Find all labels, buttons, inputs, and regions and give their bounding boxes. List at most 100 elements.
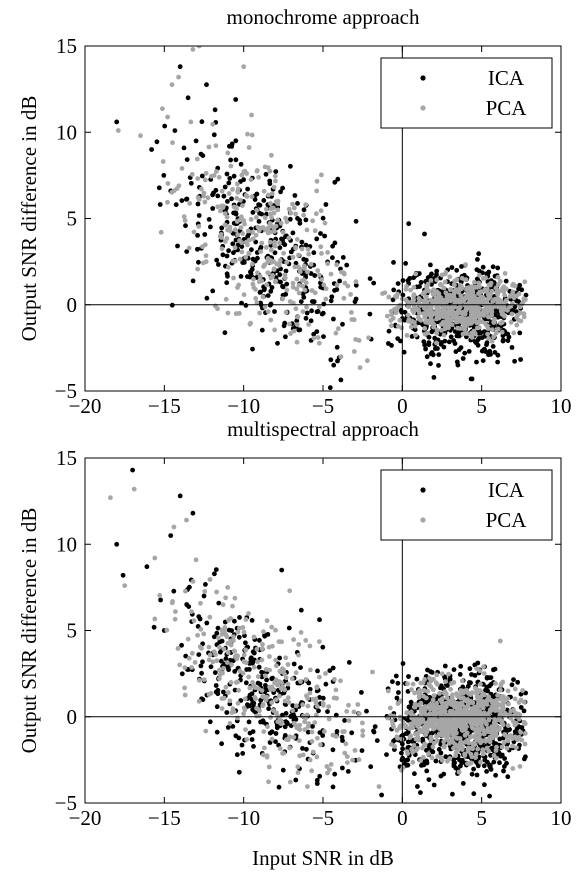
data-point-pca <box>434 308 440 314</box>
data-point-pca <box>306 322 311 327</box>
data-point-pca <box>518 318 524 324</box>
data-point-pca <box>415 723 420 729</box>
data-point-pca <box>481 313 487 318</box>
data-point-ica <box>399 750 404 756</box>
data-point-pca <box>250 261 255 267</box>
data-point-ica <box>275 340 280 346</box>
data-point-ica <box>177 64 183 70</box>
data-point-ica <box>195 201 201 207</box>
data-point-pca <box>341 729 347 734</box>
data-point-pca <box>426 751 431 757</box>
data-point-pca <box>465 738 471 743</box>
data-point-pca <box>307 643 313 649</box>
chart-panel-2: multispectral approach −20 −15 −10 −5 0 5 10 −5 0… <box>17 417 572 870</box>
data-point-pca <box>250 236 256 242</box>
data-point-pca <box>328 271 334 277</box>
data-point-pca <box>495 326 501 332</box>
data-point-ica <box>256 219 262 224</box>
data-point-pca <box>253 287 258 292</box>
data-point-pca <box>478 681 483 687</box>
data-point-pca <box>344 754 350 759</box>
data-point-pca <box>260 294 266 300</box>
data-point-pca <box>452 282 457 288</box>
data-point-ica <box>233 138 239 144</box>
data-point-ica <box>222 330 228 336</box>
data-point-ica <box>251 700 257 706</box>
data-point-pca <box>418 707 424 713</box>
data-point-pca <box>356 711 362 716</box>
data-point-ica <box>199 173 205 179</box>
data-point-pca <box>413 332 418 338</box>
data-point-pca <box>317 639 322 644</box>
data-point-pca <box>251 634 257 640</box>
y-tick-label: 5 <box>67 619 78 643</box>
data-point-pca <box>160 106 165 112</box>
data-point-pca <box>469 335 475 340</box>
data-point-ica <box>257 637 262 643</box>
data-point-pca <box>230 706 236 712</box>
data-point-ica <box>208 664 214 670</box>
data-point-pca <box>277 693 282 699</box>
data-point-pca <box>268 247 274 253</box>
data-point-pca <box>258 249 264 255</box>
data-point-pca <box>415 746 420 751</box>
data-point-pca <box>457 720 462 726</box>
data-point-ica <box>226 248 232 254</box>
data-point-ica <box>184 196 189 202</box>
data-point-pca <box>312 290 318 296</box>
data-point-pca <box>271 267 277 272</box>
data-point-ica <box>314 777 320 783</box>
data-point-pca <box>391 724 396 730</box>
data-point-pca <box>225 310 231 316</box>
data-point-pca <box>453 742 458 748</box>
data-point-pca <box>265 225 271 231</box>
data-point-ica <box>249 267 255 272</box>
data-point-pca <box>273 657 279 663</box>
legend-label-pca: PCA <box>486 508 528 532</box>
data-point-pca <box>467 761 473 766</box>
data-point-ica <box>212 571 217 577</box>
data-point-pca <box>315 268 321 273</box>
data-point-pca <box>449 736 455 742</box>
data-point-pca <box>453 750 459 756</box>
data-point-pca <box>315 735 320 741</box>
data-point-pca <box>237 256 243 262</box>
data-point-pca <box>475 697 480 703</box>
x-tick-label: −10 <box>227 806 260 830</box>
data-point-pca <box>300 702 306 708</box>
data-point-pca <box>288 210 294 216</box>
data-point-ica <box>418 280 424 285</box>
data-point-pca <box>262 215 268 221</box>
data-point-pca <box>460 309 466 315</box>
data-point-pca <box>284 219 290 225</box>
x-tick-label: 10 <box>551 394 572 418</box>
data-point-pca <box>201 677 207 683</box>
data-point-pca <box>251 683 257 689</box>
data-point-pca <box>225 150 231 156</box>
data-point-ica <box>265 293 271 298</box>
data-point-pca <box>254 207 260 213</box>
data-point-pca <box>254 168 260 173</box>
data-point-pca <box>216 635 221 641</box>
data-point-ica <box>277 245 283 251</box>
data-point-pca <box>429 755 435 761</box>
x-axis-label: Input SNR in dB <box>252 846 394 870</box>
data-point-pca <box>498 718 504 723</box>
data-point-pca <box>474 299 480 304</box>
x-tick-label: −5 <box>312 806 334 830</box>
data-point-ica <box>303 242 309 248</box>
data-point-pca <box>261 264 266 269</box>
data-point-ica <box>196 259 201 265</box>
data-point-pca <box>486 296 491 302</box>
data-point-pca <box>259 657 265 663</box>
data-point-pca <box>460 331 466 337</box>
data-point-pca <box>441 743 447 749</box>
data-point-pca <box>295 770 301 775</box>
data-point-pca <box>264 618 270 624</box>
data-point-pca <box>484 323 490 329</box>
data-point-pca <box>272 327 277 333</box>
data-point-pca <box>198 626 204 632</box>
data-point-pca <box>185 636 191 642</box>
data-point-ica <box>502 764 507 769</box>
data-point-ica <box>372 724 378 729</box>
